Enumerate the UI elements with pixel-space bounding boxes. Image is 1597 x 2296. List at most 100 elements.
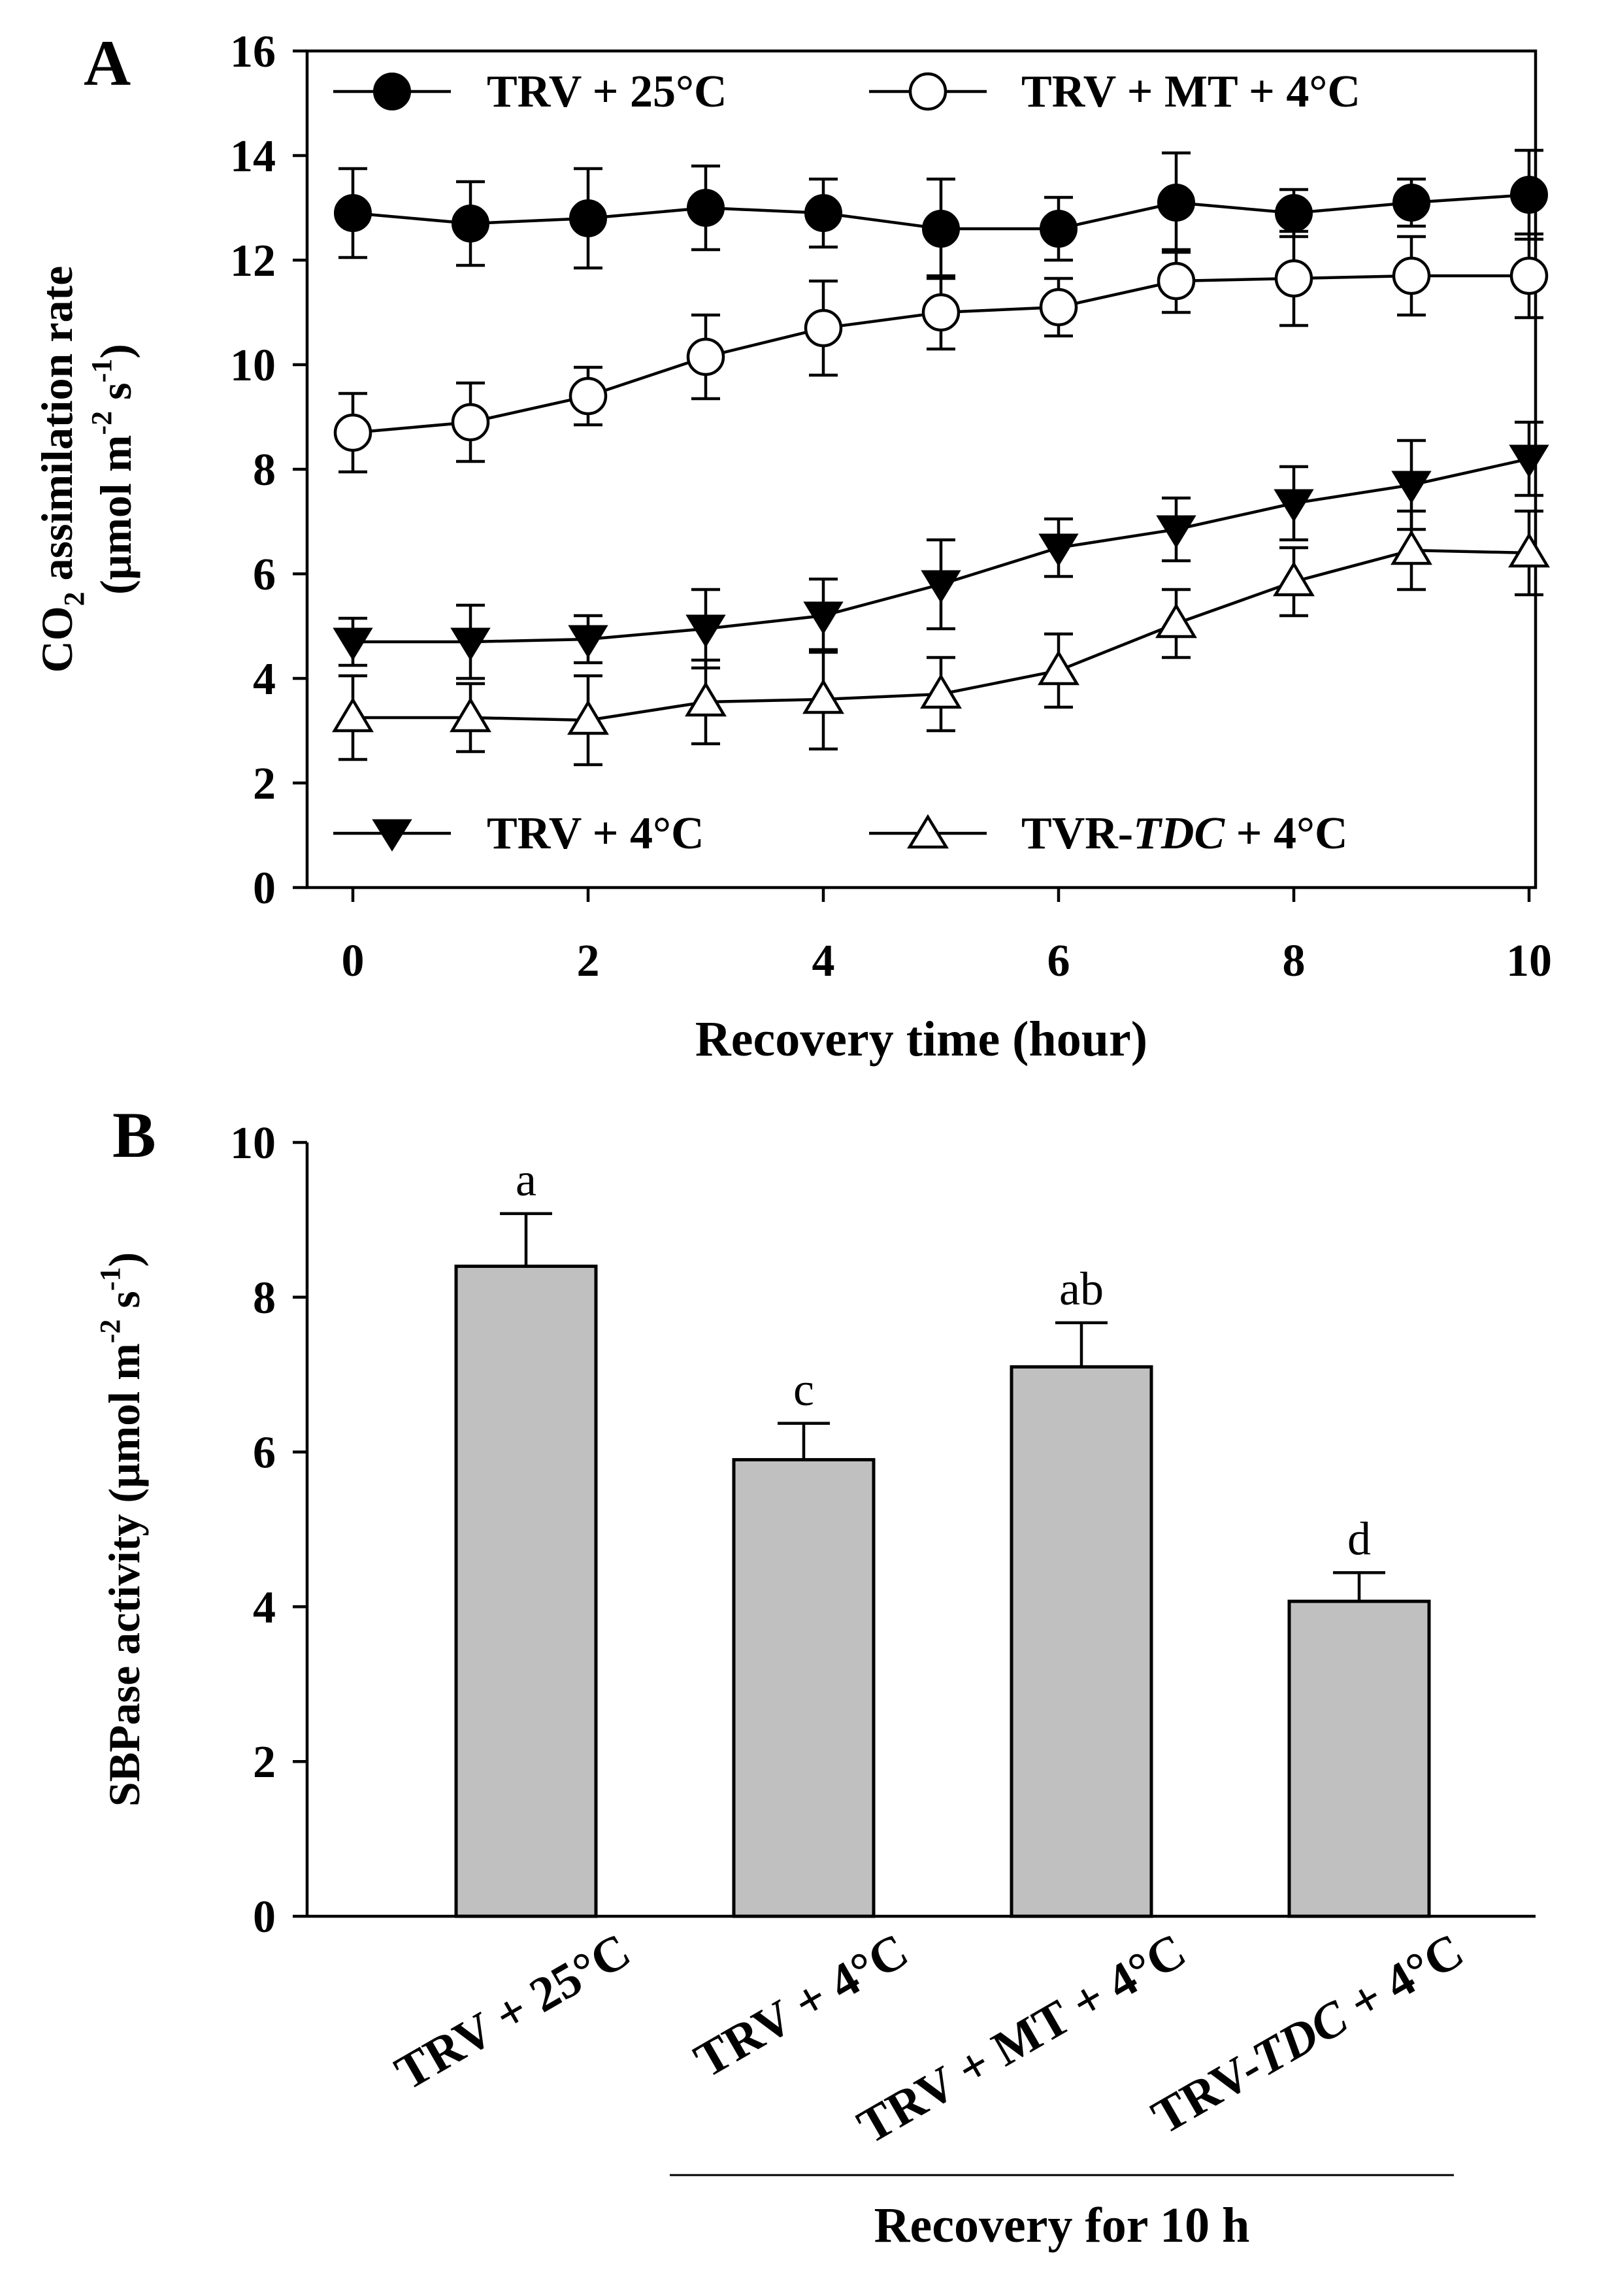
panel-b-y-label-s: s <box>99 1291 149 1319</box>
bar <box>454 1264 598 1918</box>
series-0 <box>334 148 1548 280</box>
data-point <box>1274 259 1313 298</box>
legend-label-trv-mt-4: TRV + MT + 4°C <box>1021 67 1360 117</box>
panel-a-y-label-exp2: -1 <box>86 359 118 383</box>
bar <box>1287 1599 1431 1918</box>
data-point <box>1274 489 1314 522</box>
data-point <box>685 614 726 648</box>
legend-label-tvr-suffix: + 4°C <box>1225 808 1347 859</box>
data-point <box>1275 194 1313 232</box>
data-point <box>1273 561 1315 597</box>
data-point <box>450 697 491 733</box>
data-point <box>452 205 489 242</box>
data-point <box>451 403 490 442</box>
panel-b-y-axis: 0 2 4 6 8 10 <box>230 1118 307 1942</box>
bar <box>1010 1365 1153 1918</box>
panel-b-y-label-exp1: -2 <box>94 1320 126 1344</box>
category-label: TRV-TDC + 4°C <box>1143 1923 1473 2145</box>
panel-b-y-tick-label: 4 <box>253 1582 276 1633</box>
bar-group-3: d <box>1287 1512 1431 1918</box>
data-point <box>802 678 844 714</box>
series-2 <box>333 420 1549 680</box>
panel-b-y-tick-label: 8 <box>253 1273 276 1323</box>
panel-a-y-label-sub: 2 <box>58 591 90 606</box>
panel-a-y-tick-label: 14 <box>230 131 276 182</box>
panel-a-series <box>332 148 1550 767</box>
panel-a-y-tick-label: 2 <box>253 759 276 809</box>
legend-marker-filled-circle <box>373 73 411 110</box>
data-point <box>333 413 372 452</box>
panel-b-y-label-end: ) <box>99 1252 149 1267</box>
legend-marker-up-triangle <box>906 814 949 849</box>
data-point <box>1157 261 1196 301</box>
data-point <box>1508 532 1550 568</box>
significance-label: c <box>793 1363 814 1416</box>
panel-b: B 0 2 4 6 8 10 SBPase activity (μmol m-2 s-1)… <box>94 1099 1536 2253</box>
category-label: TRV + 4°C <box>685 1923 917 2088</box>
bar-group-0: a <box>454 1154 598 1918</box>
data-point <box>921 570 961 603</box>
bar-group-2: ab <box>1010 1263 1153 1918</box>
data-point <box>685 681 727 717</box>
data-point <box>1510 176 1548 214</box>
data-point <box>804 308 843 348</box>
svg-text:CO2 assimilation rate: CO2 assimilation rate <box>32 266 90 673</box>
data-point <box>569 199 607 237</box>
panel-a-y-label-end: ) <box>91 344 140 359</box>
data-point <box>922 210 960 248</box>
data-point <box>1040 210 1078 248</box>
recovery-group-label: Recovery for 10 h <box>874 2198 1250 2253</box>
panel-a-y-tick-label: 6 <box>253 550 276 600</box>
data-point <box>333 627 373 661</box>
panel-a-y-label: CO2 assimilation rate (μmol m-2 s-1) <box>32 266 140 673</box>
panel-a-x-tick-label: 4 <box>812 936 835 986</box>
panel-a-y-label-s: s <box>91 382 140 410</box>
data-point <box>686 337 725 376</box>
data-point <box>1155 603 1197 639</box>
panel-b-y-tick-label: 10 <box>230 1118 276 1169</box>
panel-a-y-label-rest: assimilation rate <box>32 266 82 592</box>
panel-a-y-tick-label: 4 <box>253 654 276 705</box>
panel-a-x-label: Recovery time (hour) <box>695 1012 1147 1067</box>
data-point <box>568 625 608 658</box>
data-point <box>1391 471 1432 504</box>
data-point <box>1509 256 1549 295</box>
data-point <box>1509 444 1549 478</box>
panel-a-y-label-exp1: -2 <box>86 411 118 435</box>
data-point <box>1038 533 1079 567</box>
panel-a-y-tick-label: 10 <box>230 341 276 391</box>
legend-item-trv-4: TRV + 4°C <box>333 808 704 859</box>
legend-label-tvr-prefix: TVR- <box>1021 808 1133 859</box>
panel-b-y-tick-label: 0 <box>253 1892 276 1942</box>
significance-label: a <box>516 1154 536 1206</box>
panel-b-y-label-exp2: -1 <box>94 1267 126 1291</box>
data-point <box>804 194 842 232</box>
data-point <box>568 376 608 416</box>
data-point <box>450 627 491 661</box>
data-point <box>687 189 725 227</box>
category-label: TRV + 25°C <box>386 1923 640 2101</box>
panel-a-y-tick-label: 16 <box>230 27 276 77</box>
data-point <box>1157 184 1195 222</box>
panel-b-y-label-main: SBPase activity (μmol m <box>99 1343 149 1806</box>
bar-group-1: c <box>732 1363 876 1918</box>
data-point <box>921 293 961 332</box>
panel-a-y-tick-label: 0 <box>253 863 276 914</box>
series-3 <box>332 509 1550 767</box>
panel-a-x-tick-label: 10 <box>1506 936 1552 986</box>
panel-b-y-tick-label: 2 <box>253 1737 276 1788</box>
significance-label: ab <box>1059 1263 1104 1315</box>
legend-marker-down-triangle <box>372 819 412 852</box>
series-1 <box>333 229 1549 474</box>
legend-item-trv-mt-4: TRV + MT + 4°C <box>869 67 1360 117</box>
data-point <box>1392 256 1431 295</box>
panel-a-x-tick-label: 2 <box>577 936 600 986</box>
panel-b-y-tick-label: 6 <box>253 1428 276 1478</box>
panel-a-y-label-unit: (μmol m <box>91 435 140 595</box>
legend-label-trv-4: TRV + 4°C <box>487 808 704 859</box>
panel-a-legend: TRV + 25°C TRV + MT + 4°C TRV + 4°C TVR-… <box>333 67 1360 859</box>
data-point <box>567 699 609 735</box>
svg-text:(μmol m-2 s-1): (μmol m-2 s-1) <box>86 344 140 595</box>
data-point <box>1038 650 1079 686</box>
